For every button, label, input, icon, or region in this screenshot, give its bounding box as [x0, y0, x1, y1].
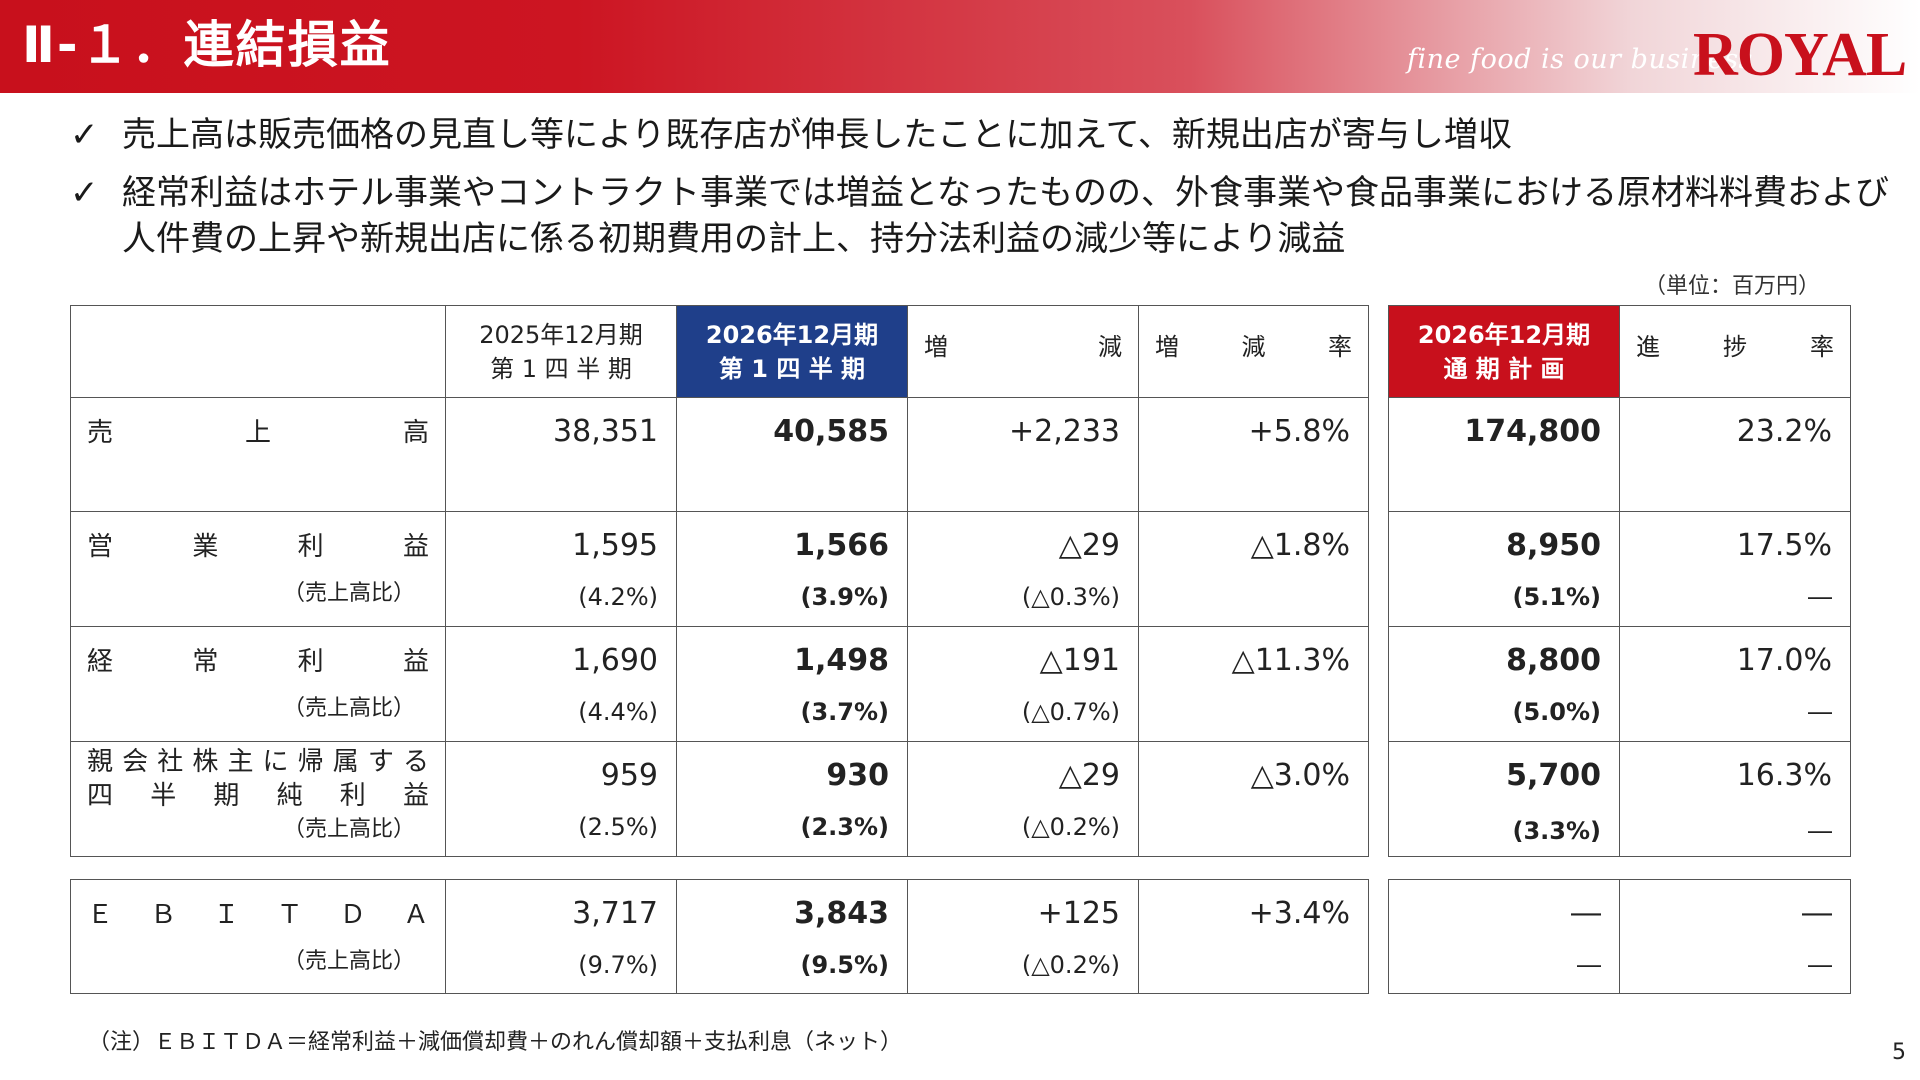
- table-header-row: 2025年12月期第 1 四 半 期 2026年12月期第 1 四 半 期 増減…: [70, 305, 1369, 398]
- table-row-operating-income: 8,950 (5.1%) 17.5% ―: [1388, 511, 1851, 627]
- summary-bullets: ✓ 売上高は販売価格の見直し等により既存店が伸長したことに加えて、新規出店が寄与…: [70, 112, 1890, 262]
- table-row-net-income: 5,700 (3.3%) 16.3% ―: [1388, 741, 1851, 857]
- header-prev-period: 2025年12月期第 1 四 半 期: [445, 305, 677, 398]
- cell-curr: 40,585: [676, 397, 908, 512]
- bullet-text: 経常利益はホテル事業やコントラクト事業では増益となったものの、外食事業や食品事業…: [122, 173, 1889, 259]
- brand-logo: ROYAL: [1693, 21, 1907, 89]
- cell-prev: 959 (2.5%): [445, 741, 677, 857]
- table-row-ordinary-income: 経常利益 （売上高比） 1,690 (4.4%) 1,498 (3.7%) △191…: [70, 626, 1369, 742]
- cell-prev: 38,351: [445, 397, 677, 512]
- cell-prev: 3,717 (9.7%): [445, 879, 677, 994]
- row-label: 営業利益 （売上高比）: [70, 511, 446, 627]
- cell-rate: △11.3%: [1138, 626, 1369, 742]
- cell-plan: 5,700 (3.3%): [1388, 741, 1620, 857]
- page-number: 5: [1892, 1040, 1906, 1065]
- row-label: 親会社株主に帰属する 四半期純利益 （売上高比）: [70, 741, 446, 857]
- footnote: （注）ＥＢＩＴＤＡ＝経常利益＋減価償却費＋のれん償却額＋支払利息（ネット）: [88, 1030, 903, 1055]
- cell-progress: 17.0% ―: [1619, 626, 1851, 742]
- bullet-item: ✓ 経常利益はホテル事業やコントラクト事業では増益となったものの、外食事業や食品…: [70, 170, 1890, 262]
- cell-prev: 1,595 (4.2%): [445, 511, 677, 627]
- checkmark-icon: ✓: [70, 173, 99, 213]
- title-bar: Ⅱ-１．連結損益 fine food is our business ROYAL: [0, 0, 1920, 93]
- cell-progress: 23.2%: [1619, 397, 1851, 512]
- row-label: 売上高: [70, 397, 446, 512]
- cell-change: +2,233: [907, 397, 1139, 512]
- cell-curr: 1,566 (3.9%): [676, 511, 908, 627]
- table-row-ebitda: ― ― ― ―: [1388, 879, 1851, 994]
- cell-plan: 174,800: [1388, 397, 1620, 512]
- row-label: 経常利益 （売上高比）: [70, 626, 446, 742]
- checkmark-icon: ✓: [70, 115, 99, 155]
- cell-rate: +5.8%: [1138, 397, 1369, 512]
- cell-change: △29 (△0.3%): [907, 511, 1139, 627]
- table-row-operating-income: 営業利益 （売上高比） 1,595 (4.2%) 1,566 (3.9%) △29(…: [70, 511, 1369, 627]
- cell-plan: 8,950 (5.1%): [1388, 511, 1620, 627]
- cell-progress: 17.5% ―: [1619, 511, 1851, 627]
- header-progress-rate: 進捗率: [1619, 305, 1851, 398]
- cell-curr: 1,498 (3.7%): [676, 626, 908, 742]
- table-row-sales: 174,800 23.2%: [1388, 397, 1851, 512]
- table-header-row: 2026年12月期通 期 計 画 進捗率: [1388, 305, 1851, 398]
- brand-tagline: fine food is our business: [1407, 44, 1753, 75]
- ebitda-plan-table: ― ― ― ―: [1388, 879, 1851, 994]
- table-row-net-income: 親会社株主に帰属する 四半期純利益 （売上高比） 959 (2.5%) 930 (2…: [70, 741, 1369, 857]
- table-row-sales: 売上高 38,351 40,585 +2,233 +5.8%: [70, 397, 1369, 512]
- cell-rate: △1.8%: [1138, 511, 1369, 627]
- cell-progress: 16.3% ―: [1619, 741, 1851, 857]
- cell-change: +125 (△0.2%): [907, 879, 1139, 994]
- cell-plan: ― ―: [1388, 879, 1620, 994]
- results-table: 2025年12月期第 1 四 半 期 2026年12月期第 1 四 半 期 増減…: [70, 305, 1369, 857]
- slide-title: Ⅱ-１．連結損益: [22, 16, 392, 74]
- plan-table: 2026年12月期通 期 計 画 進捗率 174,800 23.2% 8,950…: [1388, 305, 1851, 857]
- cell-rate: +3.4%: [1138, 879, 1369, 994]
- cell-plan: 8,800 (5.0%): [1388, 626, 1620, 742]
- cell-prev: 1,690 (4.4%): [445, 626, 677, 742]
- cell-change: △191 (△0.7%): [907, 626, 1139, 742]
- cell-change: △29 (△0.2%): [907, 741, 1139, 857]
- cell-curr: 930 (2.3%): [676, 741, 908, 857]
- header-current-period: 2026年12月期第 1 四 半 期: [676, 305, 908, 398]
- table-row-ordinary-income: 8,800 (5.0%) 17.0% ―: [1388, 626, 1851, 742]
- header-change-rate: 増減率: [1138, 305, 1369, 398]
- header-full-year-plan: 2026年12月期通 期 計 画: [1388, 305, 1620, 398]
- cell-progress: ― ―: [1619, 879, 1851, 994]
- header-change: 増減: [907, 305, 1139, 398]
- header-blank: [70, 305, 446, 398]
- bullet-text: 売上高は販売価格の見直し等により既存店が伸長したことに加えて、新規出店が寄与し増…: [122, 115, 1512, 155]
- cell-rate: △3.0%: [1138, 741, 1369, 857]
- bullet-item: ✓ 売上高は販売価格の見直し等により既存店が伸長したことに加えて、新規出店が寄与…: [70, 112, 1890, 158]
- unit-note: （単位：百万円）: [1643, 274, 1820, 299]
- cell-curr: 3,843 (9.5%): [676, 879, 908, 994]
